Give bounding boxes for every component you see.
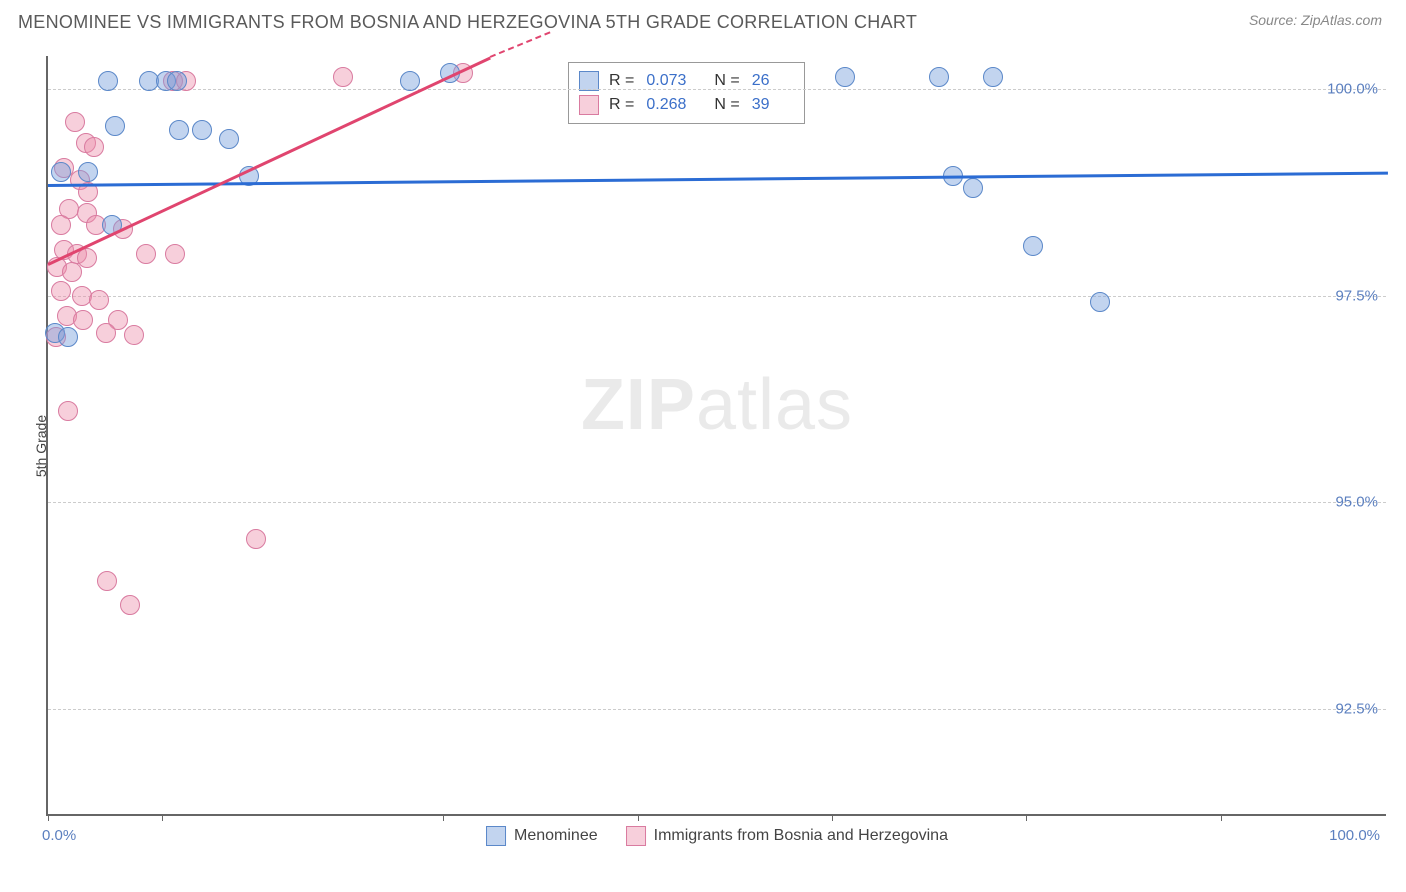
data-point-series2 [51, 281, 71, 301]
legend-label-2: Immigrants from Bosnia and Herzegovina [654, 827, 948, 845]
gridline [48, 89, 1386, 90]
y-tick-label: 95.0% [1335, 494, 1378, 511]
data-point-series1 [105, 116, 125, 136]
data-point-series1 [1023, 236, 1043, 256]
swatch-series2 [579, 95, 599, 115]
chart-title: MENOMINEE VS IMMIGRANTS FROM BOSNIA AND … [18, 12, 917, 33]
chart-source: Source: ZipAtlas.com [1249, 12, 1382, 28]
x-tick [1221, 814, 1222, 821]
x-max-label: 100.0% [1329, 827, 1380, 844]
r-value-1: 0.073 [646, 72, 686, 90]
swatch-series1 [486, 826, 506, 846]
r-label: R = [609, 96, 634, 114]
data-point-series1 [835, 67, 855, 87]
data-point-series2 [62, 262, 82, 282]
data-point-series2 [120, 595, 140, 615]
x-tick [1026, 814, 1027, 821]
scatter-chart: ZIPatlas R = 0.073 N = 26 R = 0.268 N = … [46, 56, 1386, 816]
data-point-series1 [169, 120, 189, 140]
data-point-series1 [929, 67, 949, 87]
gridline [48, 296, 1386, 297]
y-tick-label: 97.5% [1335, 287, 1378, 304]
data-point-series1 [219, 129, 239, 149]
x-tick [162, 814, 163, 821]
data-point-series1 [98, 71, 118, 91]
data-point-series2 [73, 310, 93, 330]
data-point-series2 [96, 323, 116, 343]
stats-row-series2: R = 0.268 N = 39 [579, 93, 788, 117]
x-tick [638, 814, 639, 821]
r-label: R = [609, 72, 634, 90]
data-point-series2 [246, 529, 266, 549]
data-point-series2 [97, 571, 117, 591]
data-point-series1 [400, 71, 420, 91]
x-tick [832, 814, 833, 821]
r-value-2: 0.268 [646, 96, 686, 114]
x-tick [443, 814, 444, 821]
n-value-2: 39 [752, 96, 770, 114]
data-point-series2 [84, 137, 104, 157]
swatch-series2 [626, 826, 646, 846]
x-min-label: 0.0% [42, 827, 76, 844]
n-label: N = [714, 96, 739, 114]
data-point-series2 [165, 244, 185, 264]
stats-legend-box: R = 0.073 N = 26 R = 0.268 N = 39 [568, 62, 805, 124]
data-point-series1 [78, 162, 98, 182]
n-label: N = [714, 72, 739, 90]
n-value-1: 26 [752, 72, 770, 90]
bottom-legend: Menominee Immigrants from Bosnia and Her… [486, 826, 948, 846]
legend-label-1: Menominee [514, 827, 598, 845]
legend-item-series1: Menominee [486, 826, 598, 846]
data-point-series1 [167, 71, 187, 91]
data-point-series2 [136, 244, 156, 264]
y-tick-label: 100.0% [1327, 81, 1378, 98]
data-point-series1 [51, 162, 71, 182]
data-point-series1 [58, 327, 78, 347]
swatch-series1 [579, 71, 599, 91]
legend-item-series2: Immigrants from Bosnia and Herzegovina [626, 826, 948, 846]
data-point-series1 [1090, 292, 1110, 312]
data-point-series2 [58, 401, 78, 421]
data-point-series2 [65, 112, 85, 132]
data-point-series2 [333, 67, 353, 87]
gridline [48, 502, 1386, 503]
watermark: ZIPatlas [581, 364, 853, 446]
data-point-series1 [963, 178, 983, 198]
x-tick [48, 814, 49, 821]
data-point-series1 [983, 67, 1003, 87]
gridline [48, 709, 1386, 710]
data-point-series2 [124, 325, 144, 345]
data-point-series1 [192, 120, 212, 140]
y-tick-label: 92.5% [1335, 700, 1378, 717]
data-point-series2 [89, 290, 109, 310]
data-point-series2 [51, 215, 71, 235]
